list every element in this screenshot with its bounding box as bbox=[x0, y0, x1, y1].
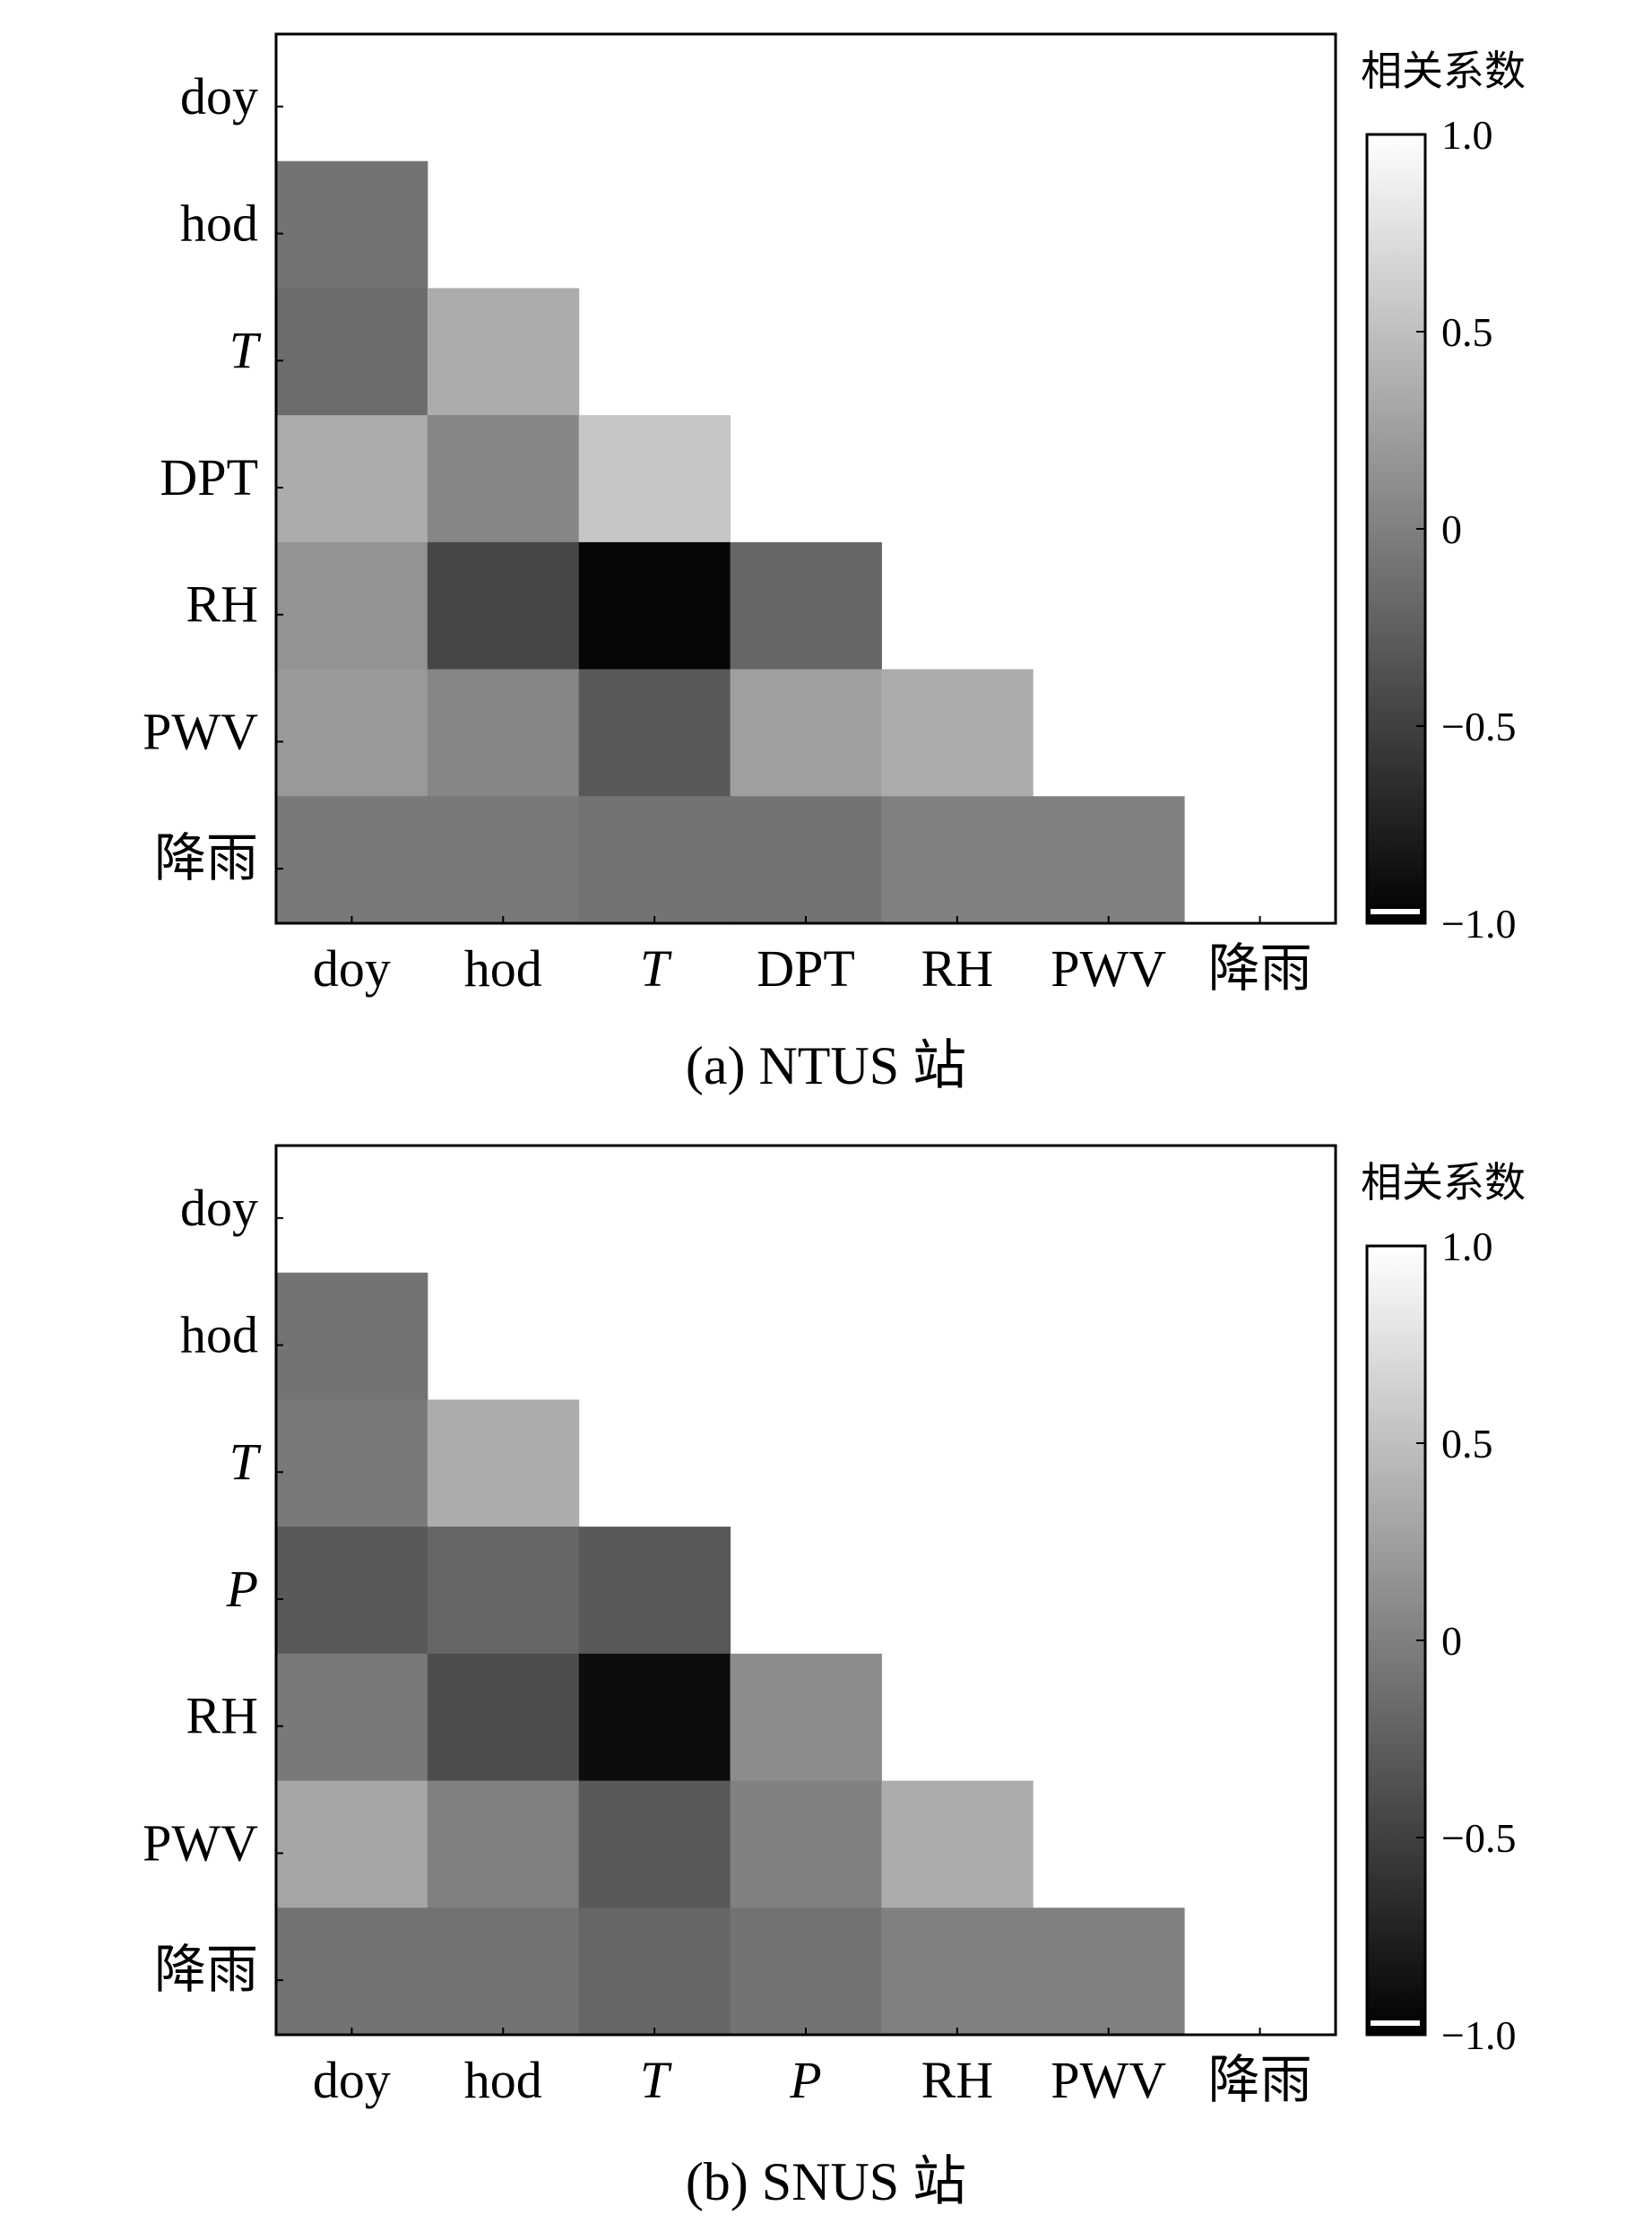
colorbar-tick-label: −1.0 bbox=[1441, 901, 1516, 947]
x-tick-label: T bbox=[640, 2051, 672, 2109]
y-tick-label: P bbox=[226, 1560, 258, 1618]
heatmap-cell bbox=[276, 796, 428, 924]
heatmap-cell bbox=[276, 415, 428, 543]
heatmap-cell bbox=[578, 1907, 731, 2036]
heatmap-cell bbox=[427, 1907, 580, 2036]
heatmap-ntus: doy hod T DPT RH PWV 降雨 doy hod T DPT RH PWV 降雨 相关系数 1.… bbox=[143, 32, 1526, 998]
heatmap-cell bbox=[881, 1780, 1034, 1908]
colorbar-tick-label: 0 bbox=[1441, 1618, 1462, 1664]
heatmap-cell bbox=[427, 1780, 580, 1908]
colorbar-tick-label: 1.0 bbox=[1441, 112, 1493, 158]
colorbar-tick-label: −0.5 bbox=[1441, 1815, 1516, 1861]
colorbar-tick-label: 0.5 bbox=[1441, 1421, 1493, 1466]
heatmap-cell bbox=[276, 1780, 428, 1908]
heatmap-cell bbox=[276, 1399, 428, 1527]
heatmap-snus: doy hod T P RH PWV 降雨 doy hod T P RH PWV 降雨 相关系数 1.0 0.5… bbox=[143, 1144, 1526, 2109]
y-tick-label: 降雨 bbox=[154, 829, 258, 887]
colorbar-tick-label: 1.0 bbox=[1441, 1224, 1493, 1269]
heatmap-cell bbox=[276, 1907, 428, 2036]
heatmap-cell bbox=[730, 1653, 882, 1782]
colorbar-marker bbox=[1371, 2020, 1420, 2026]
x-tick-label: hod bbox=[464, 939, 542, 998]
heatmap-cell bbox=[730, 1780, 882, 1908]
colorbar-title: 相关系数 bbox=[1361, 48, 1526, 94]
x-tick-label: hod bbox=[464, 2051, 542, 2109]
heatmap-cell bbox=[730, 796, 882, 924]
x-tick-label: RH bbox=[921, 2051, 994, 2109]
heatmap-cell bbox=[730, 541, 882, 670]
heatmap-cell bbox=[276, 1653, 428, 1782]
heatmap-cell bbox=[276, 1272, 428, 1400]
heatmap-cell bbox=[578, 669, 731, 797]
heatmap-cell bbox=[578, 1780, 731, 1908]
heatmap-cell bbox=[1033, 796, 1185, 924]
colorbar-tick-label: 0 bbox=[1441, 506, 1462, 552]
heatmap-cell bbox=[881, 1907, 1034, 2036]
y-tick-label: doy bbox=[180, 1179, 258, 1237]
y-tick-label: PWV bbox=[143, 1813, 258, 1872]
x-tick-label: RH bbox=[921, 939, 994, 998]
caption-snus: (b) SNUS 站 bbox=[685, 2152, 967, 2211]
heatmap-cell bbox=[578, 541, 731, 670]
colorbar-tick-label: −0.5 bbox=[1441, 704, 1516, 749]
y-tick-label: RH bbox=[186, 1687, 258, 1745]
heatmap-cell bbox=[427, 415, 580, 543]
heatmap-cell bbox=[578, 415, 731, 543]
colorbar-tick-label: 0.5 bbox=[1441, 309, 1493, 355]
heatmap-cell bbox=[427, 669, 580, 797]
x-tick-label: 降雨 bbox=[1208, 939, 1312, 998]
heatmap-cell bbox=[276, 669, 428, 797]
heatmap-cell bbox=[427, 288, 580, 416]
x-tick-label: doy bbox=[313, 939, 391, 998]
heatmap-cell bbox=[276, 288, 428, 416]
colorbar bbox=[1365, 1244, 1427, 2037]
heatmap-cell bbox=[427, 1527, 580, 1655]
heatmap-cell bbox=[881, 796, 1034, 924]
colorbar-tick-label: −1.0 bbox=[1441, 2012, 1516, 2058]
heatmap-cell bbox=[427, 541, 580, 670]
y-tick-label: 降雨 bbox=[154, 1941, 258, 1999]
heatmap-cell bbox=[730, 1907, 882, 2036]
x-tick-label: DPT bbox=[757, 939, 855, 998]
x-tick-label: doy bbox=[313, 2051, 391, 2109]
heatmap-cell bbox=[427, 1653, 580, 1782]
y-tick-label: RH bbox=[186, 575, 258, 634]
colorbar bbox=[1365, 133, 1427, 925]
y-tick-label: T bbox=[229, 1432, 262, 1491]
caption-ntus: (a) NTUS 站 bbox=[685, 1036, 967, 1095]
y-tick-label: doy bbox=[180, 67, 258, 125]
x-tick-label: PWV bbox=[1051, 2051, 1166, 2109]
x-tick-label: T bbox=[640, 939, 672, 998]
y-tick-label: hod bbox=[180, 195, 258, 253]
y-tick-label: T bbox=[229, 321, 262, 379]
y-tick-label: DPT bbox=[160, 448, 258, 506]
heatmap-cell bbox=[427, 1399, 580, 1527]
heatmap-cell bbox=[881, 669, 1034, 797]
x-tick-label: P bbox=[789, 2051, 821, 2109]
heatmap-cell bbox=[276, 1527, 428, 1655]
heatmap-cell bbox=[1033, 1907, 1185, 2036]
colorbar-title: 相关系数 bbox=[1361, 1160, 1526, 1206]
colorbar-marker bbox=[1371, 909, 1420, 914]
panel-snus: doy hod T P RH PWV 降雨 doy hod T P RH PWV 降雨 相关系数 1.0 0.5… bbox=[0, 1112, 1652, 2223]
y-tick-label: hod bbox=[180, 1306, 258, 1364]
heatmap-cell bbox=[578, 1653, 731, 1782]
heatmap-cell bbox=[578, 1527, 731, 1655]
x-tick-label: 降雨 bbox=[1208, 2051, 1312, 2109]
y-tick-label: PWV bbox=[143, 702, 258, 760]
heatmap-cell bbox=[276, 541, 428, 670]
heatmap-cell bbox=[276, 160, 428, 289]
x-tick-label: PWV bbox=[1051, 939, 1166, 998]
heatmap-cell bbox=[427, 796, 580, 924]
heatmap-cell bbox=[730, 669, 882, 797]
heatmap-cell bbox=[578, 796, 731, 924]
panel-ntus: doy hod T DPT RH PWV 降雨 doy hod T DPT RH PWV 降雨 相关系数 1.… bbox=[143, 32, 1526, 1095]
